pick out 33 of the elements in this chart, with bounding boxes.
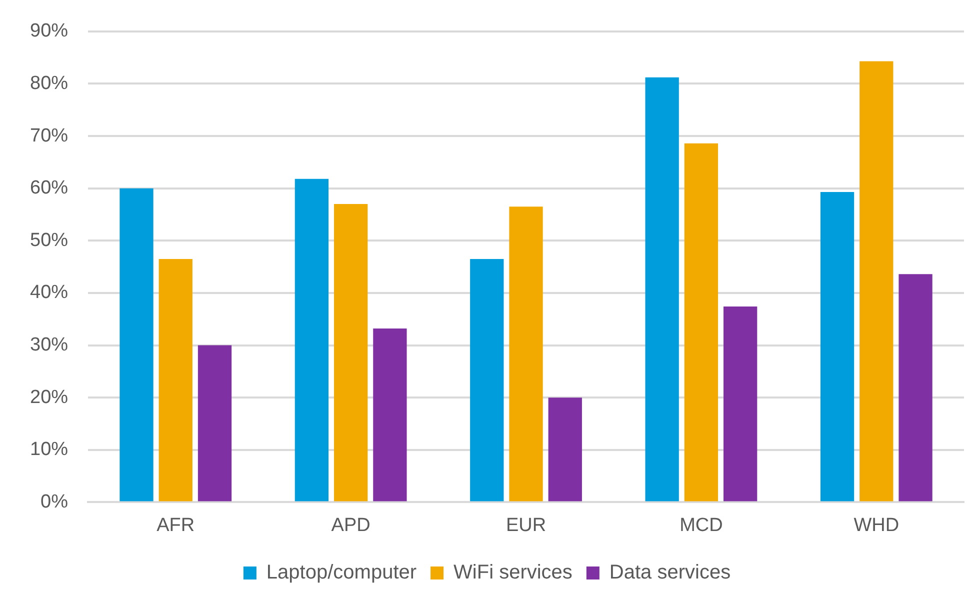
bar: [724, 306, 758, 502]
x-tick-label: EUR: [506, 514, 546, 536]
y-tick-label: 20%: [30, 386, 68, 408]
y-tick-label: 90%: [30, 20, 68, 42]
bar: [158, 258, 192, 502]
y-tick-label: 0%: [40, 491, 68, 512]
y-tick-label: 30%: [30, 334, 68, 356]
bar: [470, 258, 504, 502]
bar: [120, 188, 154, 502]
y-tick-label: 80%: [30, 72, 68, 94]
bar: [373, 328, 407, 502]
bar: [820, 192, 854, 502]
bar: [645, 77, 679, 502]
bar: [548, 398, 582, 502]
bar: [198, 345, 232, 502]
y-tick-label: 50%: [30, 230, 68, 251]
legend-label: Data services: [609, 562, 731, 584]
x-tick-label: AFR: [156, 514, 195, 536]
y-tick-label: 10%: [30, 439, 68, 460]
bar: [509, 206, 543, 502]
x-tick-label: APD: [331, 514, 370, 536]
bar: [898, 274, 932, 502]
bar: [684, 143, 718, 502]
bar: [860, 61, 894, 502]
y-tick-label: 60%: [30, 178, 68, 199]
x-tick-label: WHD: [854, 514, 900, 536]
bar: [334, 204, 368, 502]
legend-label: Laptop/computer: [266, 562, 417, 584]
bar: [294, 178, 329, 502]
legend-label: WiFi services: [454, 562, 572, 584]
y-tick-label: 70%: [30, 125, 68, 146]
x-tick-label: MCD: [680, 514, 723, 536]
y-tick-label: 40%: [30, 282, 68, 304]
